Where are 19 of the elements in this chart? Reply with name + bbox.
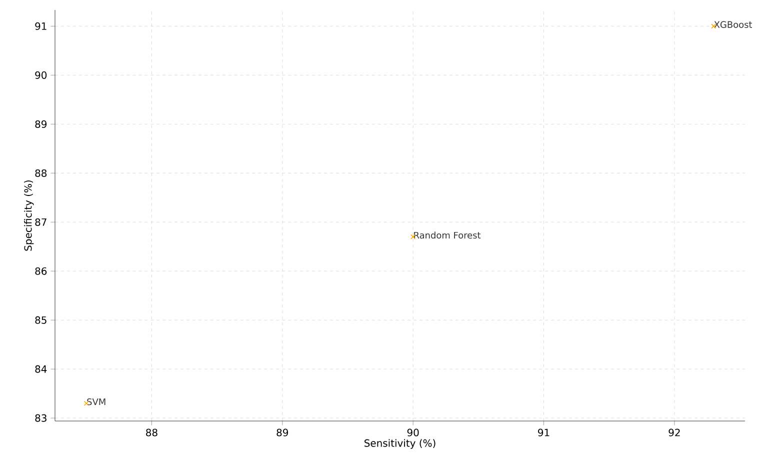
x-tick-label: 90 bbox=[407, 428, 419, 436]
y-tick-label: 89 bbox=[35, 120, 47, 128]
y-tick-label: 87 bbox=[35, 218, 46, 226]
x-axis-title: Sensitivity (%) bbox=[364, 439, 436, 449]
y-tick-label: 86 bbox=[35, 267, 47, 275]
annotation: Random Forest bbox=[414, 232, 481, 239]
annotation: SVM bbox=[87, 398, 106, 406]
y-tick-label: 85 bbox=[35, 316, 46, 324]
x-tick-label: 91 bbox=[538, 428, 550, 436]
x-tick-label: 88 bbox=[146, 428, 158, 436]
y-tick-label: 83 bbox=[35, 414, 46, 422]
y-axis-title: Specificity (%) bbox=[24, 180, 34, 251]
x-tick-label: 89 bbox=[276, 428, 288, 436]
x-tick-label: 92 bbox=[668, 428, 680, 436]
y-tick-label: 90 bbox=[35, 71, 47, 79]
y-tick-label: 88 bbox=[35, 169, 47, 177]
annotation: XGBoost bbox=[714, 21, 752, 28]
y-tick-label: 91 bbox=[35, 22, 46, 30]
y-tick-label: 84 bbox=[35, 365, 47, 373]
